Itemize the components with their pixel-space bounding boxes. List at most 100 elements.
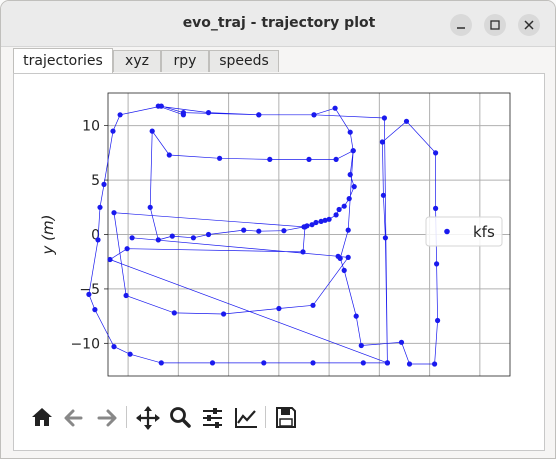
data-point xyxy=(310,302,316,308)
data-point xyxy=(169,233,175,239)
back-icon xyxy=(64,409,83,427)
data-point xyxy=(117,112,123,118)
data-point xyxy=(180,110,186,116)
tab-xyz[interactable]: xyz xyxy=(113,50,161,72)
data-point xyxy=(190,235,196,241)
y-axis-label: y (m) xyxy=(39,215,57,256)
data-point xyxy=(336,206,342,213)
legend-label-kfs: kfs xyxy=(473,223,495,241)
close-button[interactable] xyxy=(518,14,540,36)
data-point xyxy=(345,227,351,233)
home-icon xyxy=(32,408,52,426)
forward-button[interactable] xyxy=(94,404,120,432)
data-point xyxy=(332,105,338,111)
data-point xyxy=(398,339,405,345)
data-point xyxy=(217,155,223,161)
ytick-label: 0 xyxy=(91,228,100,244)
tab-speeds[interactable]: speeds xyxy=(209,50,279,72)
plot-figure[interactable]: 10 5 0 −5 −10 y (m) kfs xyxy=(21,85,539,393)
data-point xyxy=(171,310,177,316)
edit-axis-button[interactable] xyxy=(233,404,259,432)
data-point xyxy=(346,196,352,202)
title-bar: evo_traj - trajectory plot xyxy=(1,1,555,47)
data-point xyxy=(341,267,347,273)
data-point xyxy=(124,246,130,252)
data-point xyxy=(95,237,101,243)
data-point xyxy=(302,224,308,230)
back-button[interactable] xyxy=(61,404,87,432)
data-point xyxy=(326,216,332,222)
data-point xyxy=(310,360,316,366)
data-point xyxy=(123,292,129,299)
data-point xyxy=(147,204,153,210)
pan-button[interactable] xyxy=(135,404,161,432)
window-title: evo_traj - trajectory plot xyxy=(182,15,376,31)
data-point xyxy=(406,361,413,367)
data-point xyxy=(111,344,117,350)
data-point xyxy=(353,313,359,319)
data-point xyxy=(276,305,282,312)
data-point xyxy=(433,150,439,156)
data-point xyxy=(311,112,317,118)
data-point xyxy=(158,360,164,366)
tab-trajectories[interactable]: trajectories xyxy=(13,48,113,74)
ytick-label: 5 xyxy=(91,173,100,189)
data-point xyxy=(256,112,262,118)
data-point xyxy=(256,228,262,234)
minimize-icon xyxy=(457,27,465,29)
data-point xyxy=(432,361,438,367)
data-point xyxy=(300,249,306,255)
data-point xyxy=(97,204,103,210)
home-button[interactable] xyxy=(29,404,55,432)
data-point xyxy=(110,128,116,134)
data-point xyxy=(101,181,107,187)
zoom-icon xyxy=(170,407,191,428)
data-point xyxy=(127,351,133,357)
close-icon xyxy=(524,20,534,30)
data-point xyxy=(333,156,339,162)
data-point xyxy=(267,156,273,162)
plot-toolbar xyxy=(14,404,314,436)
configure-subplots-icon xyxy=(203,408,222,428)
data-point xyxy=(434,261,440,267)
data-point xyxy=(313,219,319,226)
data-point xyxy=(166,152,172,158)
data-point xyxy=(92,307,98,313)
data-point xyxy=(155,237,161,243)
pan-icon xyxy=(136,406,160,430)
data-point xyxy=(318,218,324,224)
data-point xyxy=(221,311,227,317)
data-point xyxy=(382,235,388,241)
data-point xyxy=(403,118,410,124)
data-point xyxy=(347,129,353,135)
toolbar-separator xyxy=(126,406,127,428)
ytick-label: −10 xyxy=(70,336,100,352)
data-point xyxy=(351,184,357,190)
data-point xyxy=(358,342,364,349)
data-point xyxy=(149,128,155,134)
data-point xyxy=(158,103,164,109)
data-point xyxy=(335,253,341,259)
tab-rpy[interactable]: rpy xyxy=(161,50,209,72)
data-point xyxy=(345,254,351,260)
data-point xyxy=(333,212,339,218)
data-point xyxy=(241,227,247,233)
save-button[interactable] xyxy=(273,404,299,432)
data-point xyxy=(379,139,385,145)
data-point xyxy=(86,291,92,297)
minimize-button[interactable] xyxy=(450,14,472,36)
toolbar-separator xyxy=(265,406,266,428)
data-point xyxy=(347,172,353,178)
forward-icon xyxy=(97,409,117,427)
legend-box xyxy=(425,216,503,247)
data-point xyxy=(350,148,356,154)
data-point xyxy=(281,228,287,234)
configure-subplots-button[interactable] xyxy=(200,404,226,432)
maximize-button[interactable] xyxy=(484,14,506,36)
tab-panel: 10 5 0 −5 −10 y (m) kfs xyxy=(13,73,545,451)
zoom-button[interactable] xyxy=(167,404,193,432)
data-point xyxy=(309,222,315,228)
data-point xyxy=(360,360,366,366)
